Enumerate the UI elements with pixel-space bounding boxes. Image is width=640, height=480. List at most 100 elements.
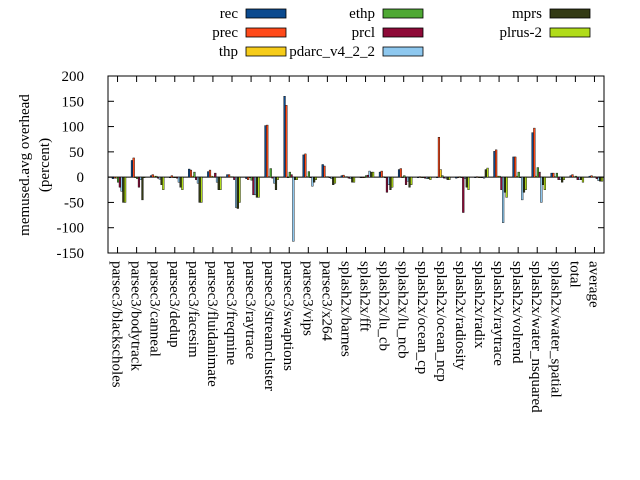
bar-mprs-21 — [522, 176, 526, 193]
bar-prec-3 — [170, 175, 173, 178]
bar-plrus-2-10 — [314, 176, 317, 180]
bar-rec-10 — [302, 154, 305, 178]
x-tick-label: splash2x/raytrace — [490, 261, 506, 366]
bar-plrus-2-12 — [352, 176, 356, 183]
bar-rec-13 — [359, 176, 362, 178]
bar-rec-21 — [512, 156, 515, 178]
bar-pdarc_v4_2_2-16 — [425, 176, 428, 179]
y-tick-label: -100 — [57, 221, 85, 237]
bar-mprs-20 — [503, 176, 506, 193]
bar-rec-11 — [321, 164, 324, 178]
bar-ethp-17 — [441, 175, 444, 178]
bar-pdarc_v4_2_2-24 — [578, 176, 581, 180]
bar-mprs-16 — [427, 176, 430, 179]
legend-label-rec: rec — [220, 6, 239, 22]
x-tick-label: parsec3/blackscholes — [109, 261, 125, 388]
bar-prec-25 — [590, 175, 593, 178]
bar-prcl-21 — [519, 176, 522, 178]
bar-prec-20 — [495, 149, 498, 178]
bar-plrus-2-23 — [562, 176, 565, 180]
bar-prec-16 — [418, 176, 421, 178]
bar-prcl-12 — [347, 176, 350, 179]
bar-ethp-20 — [498, 175, 501, 178]
bar-prec-19 — [476, 176, 479, 178]
bar-thp-11 — [325, 176, 328, 178]
legend-label-prec: prec — [212, 25, 238, 41]
bar-pdarc_v4_2_2-22 — [540, 176, 543, 203]
bar-ethp-15 — [403, 175, 406, 178]
x-tick-label: parsec3/swaptions — [280, 261, 296, 371]
bar-pdarc_v4_2_2-0 — [120, 176, 123, 192]
bar-prec-5 — [208, 169, 212, 178]
legend-swatch-prec — [245, 27, 287, 38]
bar-mprs-24 — [580, 176, 583, 180]
bar-ethp-0 — [117, 176, 120, 183]
legend-swatch-mprs — [549, 8, 591, 19]
y-axis: -150 -100 -50 0 50 100 150 200 — [57, 69, 604, 262]
y-tick-label: 0 — [77, 170, 85, 186]
bar-ethp-14 — [384, 176, 387, 178]
x-axis: parsec3/blackscholes parsec3/bodytrack par… — [109, 76, 601, 413]
bar-ethp-3 — [174, 176, 177, 178]
bar-prcl-7 — [252, 176, 255, 196]
bar-mprs-10 — [313, 176, 316, 183]
bar-thp-10 — [306, 176, 309, 178]
bar-plrus-2-15 — [410, 176, 413, 185]
y-tick-label: 50 — [69, 145, 84, 161]
bar-plrus-2-18 — [467, 176, 470, 190]
bar-plrus-2-2 — [162, 176, 165, 190]
bar-pdarc_v4_2_2-23 — [559, 176, 562, 180]
legend-swatch-prcl — [382, 27, 424, 38]
bar-pdarc_v4_2_2-10 — [311, 176, 314, 187]
legend-label-ethp: ethp — [349, 6, 375, 22]
bar-thp-19 — [477, 176, 480, 178]
legend-label-pdarc_v4_2_2: pdarc_v4_2_2 — [289, 44, 375, 60]
x-tick-label: parsec3/x264 — [318, 261, 334, 341]
bar-rec-20 — [493, 151, 496, 178]
bar-rec-3 — [169, 176, 172, 178]
bar-rec-24 — [569, 175, 572, 178]
bar-ethp-6 — [231, 176, 234, 178]
bar-prcl-9 — [290, 174, 293, 178]
bar-pdarc_v4_2_2-11 — [330, 176, 333, 179]
bar-plrus-2-24 — [581, 176, 585, 183]
bar-plrus-2-14 — [391, 176, 394, 188]
x-tick-label: parsec3/facesim — [185, 261, 201, 358]
bar-ethp-2 — [155, 175, 158, 178]
bar-mprs-14 — [389, 176, 392, 190]
bar-prec-9 — [285, 105, 288, 178]
x-tick-label: splash2x/barnes — [337, 261, 353, 357]
legend-swatch-ethp — [382, 8, 424, 19]
bar-prec-10 — [304, 153, 307, 178]
x-tick-label: splash2x/radiosity — [452, 261, 468, 371]
bar-prcl-6 — [233, 176, 236, 180]
bar-mprs-3 — [179, 176, 182, 188]
bar-prec-2 — [151, 174, 154, 178]
bar-prec-11 — [323, 165, 326, 178]
bar-pdarc_v4_2_2-18 — [463, 176, 467, 179]
bar-mprs-4 — [198, 176, 201, 203]
bar-rec-17 — [436, 176, 439, 178]
legend-swatch-pdarc_v4_2_2 — [382, 46, 424, 57]
bar-mprs-17 — [446, 176, 449, 180]
bar-mprs-1 — [141, 176, 144, 201]
bar-prcl-23 — [557, 176, 560, 180]
legend-label-mprs: mprs — [512, 6, 542, 22]
bar-plrus-2-19 — [486, 167, 489, 178]
bar-pdarc_v4_2_2-21 — [521, 176, 524, 201]
bar-prcl-17 — [443, 176, 446, 179]
y-tick-label: -50 — [64, 195, 84, 211]
bar-ethp-13 — [365, 175, 368, 178]
bar-prec-23 — [552, 172, 555, 178]
x-tick-label: parsec3/streamcluster — [261, 261, 277, 391]
bar-plrus-2-5 — [219, 176, 222, 190]
bar-pdarc_v4_2_2-6 — [235, 176, 238, 208]
bar-thp-2 — [153, 175, 156, 178]
bar-mprs-6 — [236, 176, 239, 209]
bar-thp-20 — [496, 175, 499, 178]
x-tick-label: splash2x/lu_ncb — [395, 261, 411, 359]
bar-thp-12 — [344, 176, 347, 178]
bar-pdarc_v4_2_2-15 — [406, 176, 409, 182]
x-tick-label: average — [585, 261, 601, 308]
bar-ethp-23 — [555, 172, 558, 178]
